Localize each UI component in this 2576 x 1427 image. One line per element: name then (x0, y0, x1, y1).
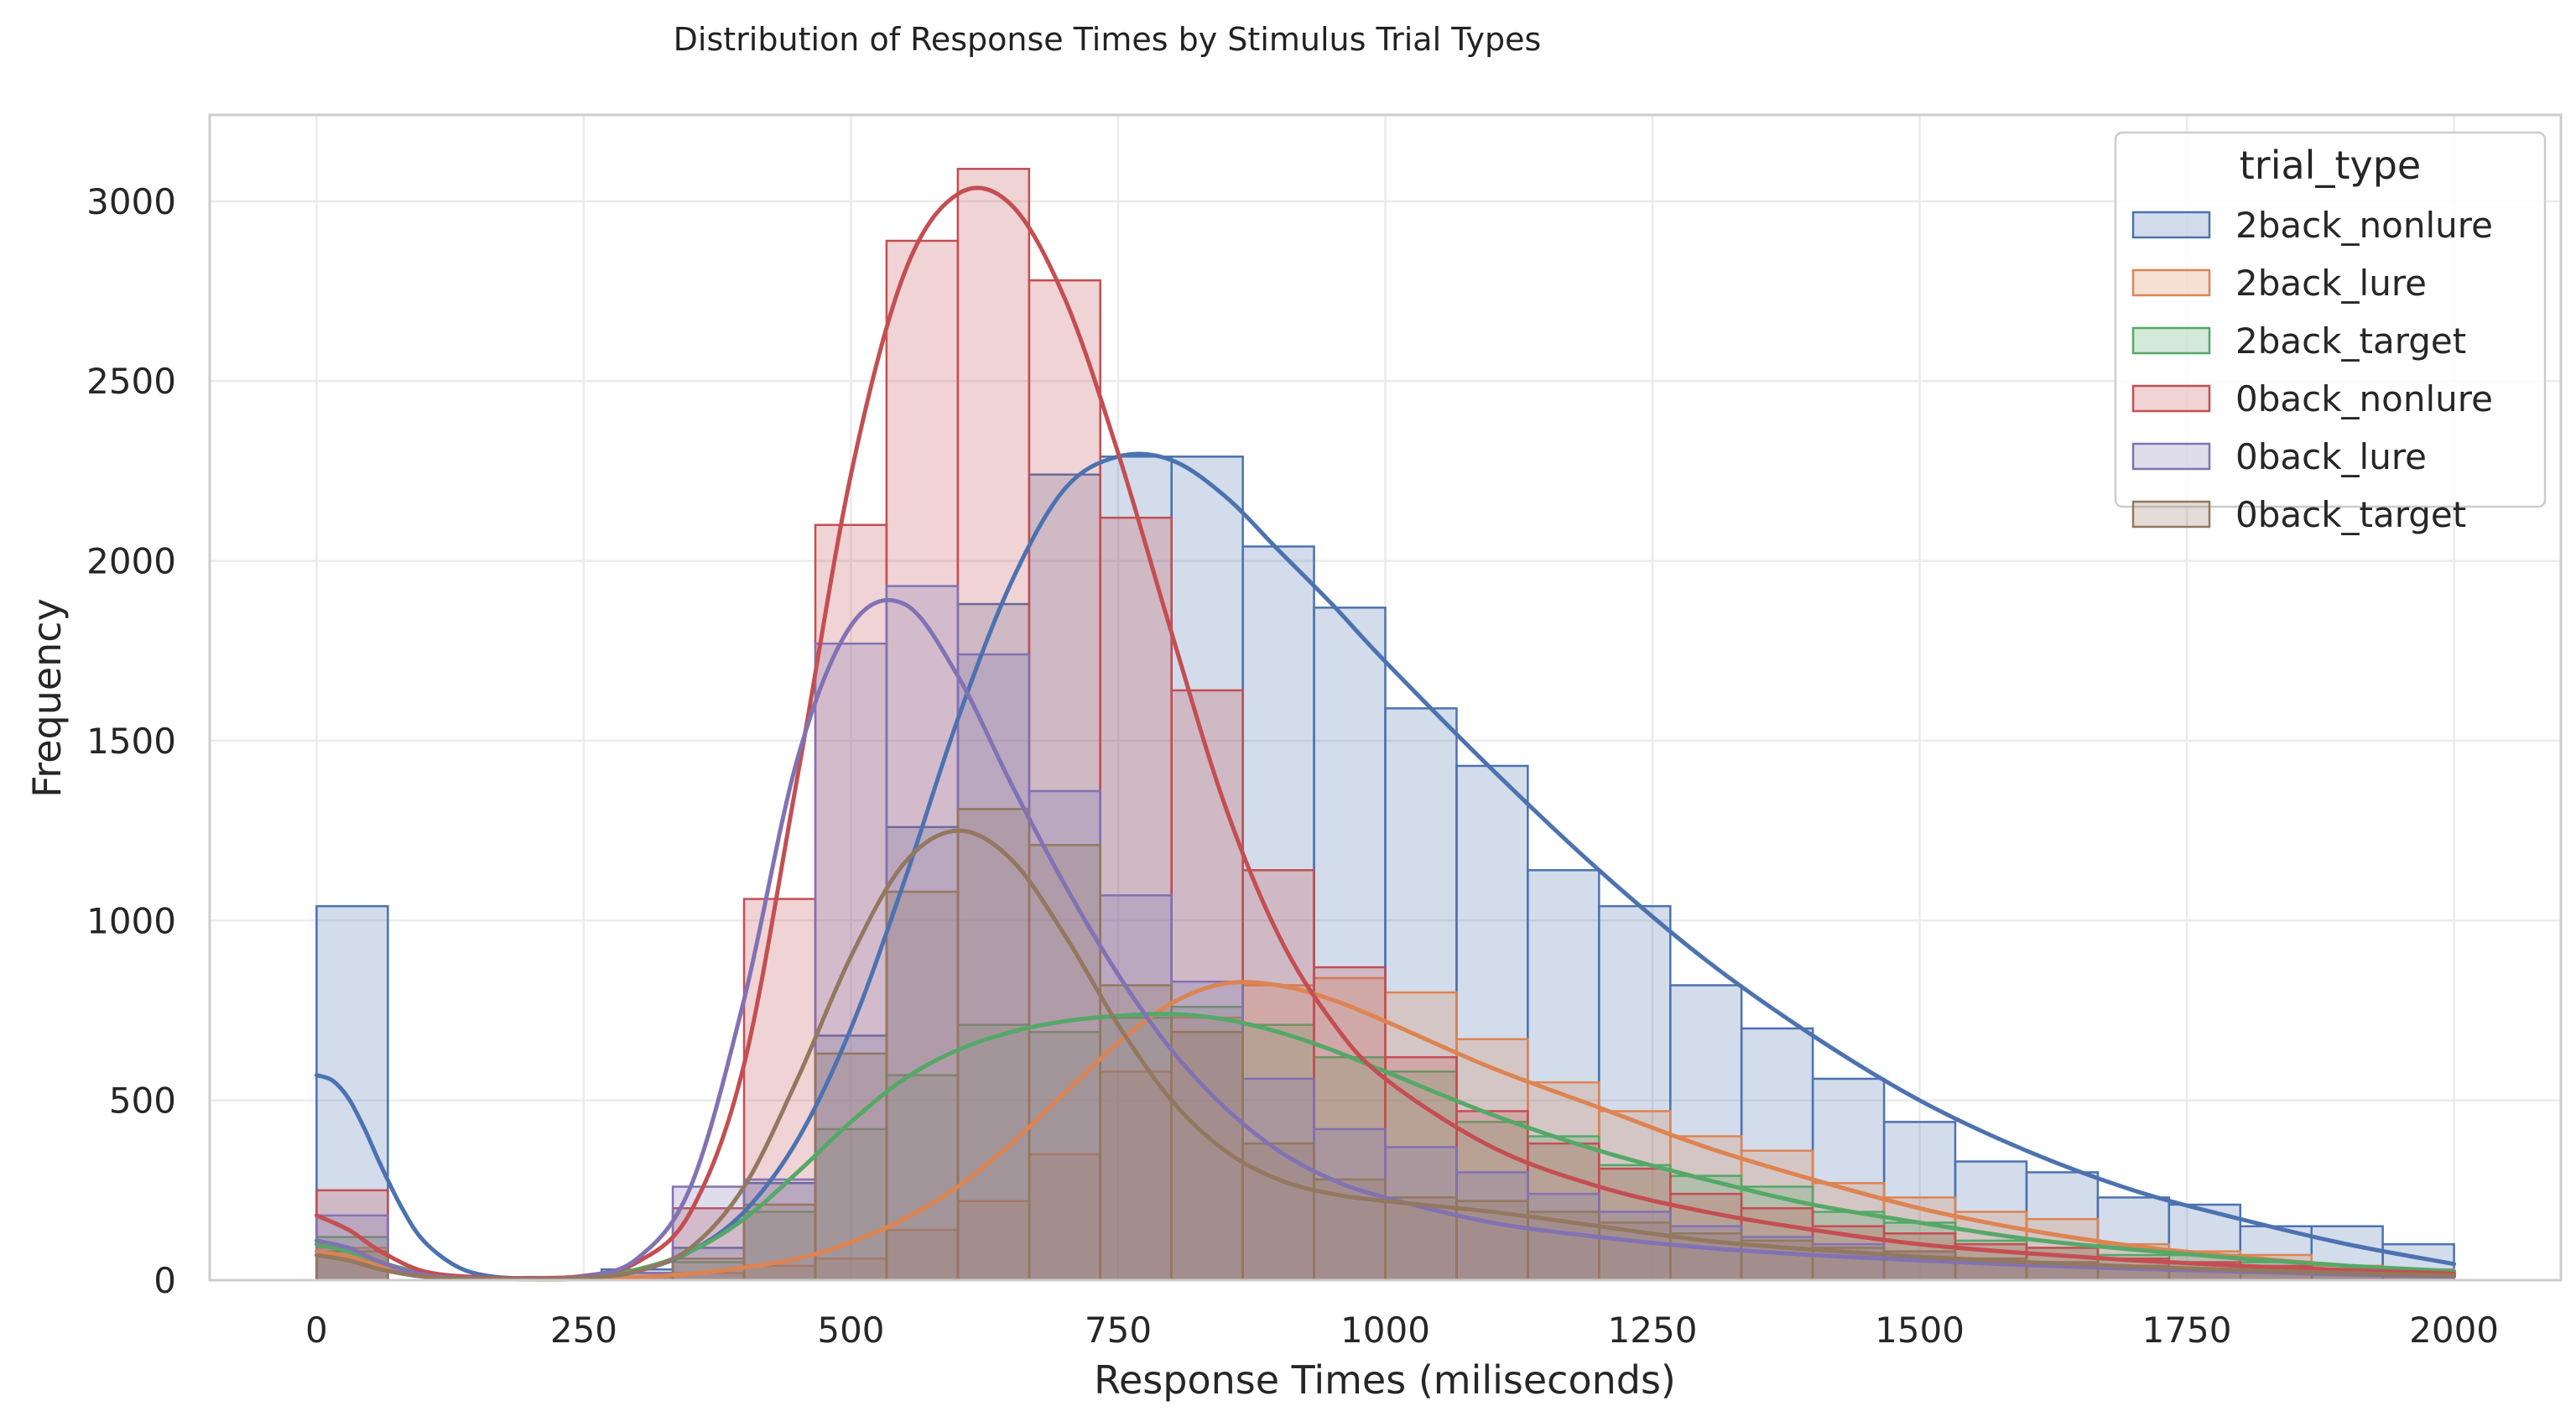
legend-swatch (2131, 268, 2211, 297)
legend-swatch (2131, 211, 2211, 239)
legend-label: 0back_nonlure (2235, 378, 2493, 419)
histogram-fill (316, 809, 2454, 1280)
y-tick-label: 3000 (86, 181, 176, 222)
legend-swatch (2131, 500, 2211, 529)
tick-layer: 0 250 500 750 1000 1250 1500 1750 2000 0 500 1000 15… (86, 181, 2499, 1351)
legend-item: 2back_lure (2131, 263, 2427, 304)
kde-line-0back_lure (314, 597, 2457, 1282)
legend-frame (2114, 131, 2547, 508)
legend-swatch (2131, 326, 2211, 355)
plot-frame (208, 113, 2563, 1282)
legend: trial_type 2back_nonlure2back_lure2back_… (2114, 131, 2547, 535)
legend-swatch (2131, 442, 2211, 471)
kde-line-0back_nonlure (314, 185, 2457, 1281)
histogram-layer (315, 168, 2455, 1282)
kde-line-0back_target (314, 828, 2457, 1282)
x-tick-label: 0 (305, 1310, 328, 1351)
legend-item: 0back_target (2131, 494, 2466, 535)
legend-item: 2back_target (2131, 320, 2466, 362)
x-tick-label: 2000 (2409, 1310, 2499, 1351)
legend-item: 2back_nonlure (2131, 205, 2493, 246)
y-tick-label: 500 (109, 1081, 176, 1122)
legend-swatch (2131, 384, 2211, 413)
x-tick-label: 1250 (1608, 1310, 1698, 1351)
legend-title: trial_type (2240, 143, 2421, 188)
x-tick-label: 250 (550, 1310, 617, 1351)
legend-label: 2back_lure (2235, 263, 2427, 304)
y-tick-label: 0 (154, 1260, 176, 1301)
x-tick-label: 1750 (2142, 1310, 2232, 1351)
y-tick-label: 2000 (86, 541, 176, 582)
x-tick-label: 750 (1085, 1310, 1152, 1351)
legend-label: 2back_nonlure (2235, 205, 2493, 246)
kde-line-2back_nonlure (314, 451, 2457, 1281)
legend-label: 2back_target (2235, 320, 2466, 362)
y-axis-label: Frequency (24, 598, 70, 798)
x-axis-label: Response Times (miliseconds) (1094, 1357, 1676, 1403)
legend-item: 0back_nonlure (2131, 378, 2493, 419)
legend-label: 0back_lure (2235, 436, 2427, 477)
legend-label: 0back_target (2235, 494, 2466, 535)
legend-entries: 2back_nonlure 2back_lure 2back_target 0back… (2131, 205, 2493, 535)
histogram-fill (316, 586, 2454, 1280)
kde-layer (314, 185, 2457, 1282)
x-tick-label: 1500 (1875, 1310, 1965, 1351)
y-tick-label: 1500 (86, 721, 176, 762)
chart-title: Distribution of Response Times by Stimul… (674, 21, 1542, 58)
y-tick-label: 2500 (86, 361, 176, 402)
legend-item: 0back_lure (2131, 436, 2427, 477)
x-tick-label: 1000 (1340, 1310, 1430, 1351)
y-tick-label: 1000 (86, 900, 176, 941)
x-tick-label: 500 (817, 1310, 884, 1351)
histogram-fill (316, 169, 2454, 1281)
